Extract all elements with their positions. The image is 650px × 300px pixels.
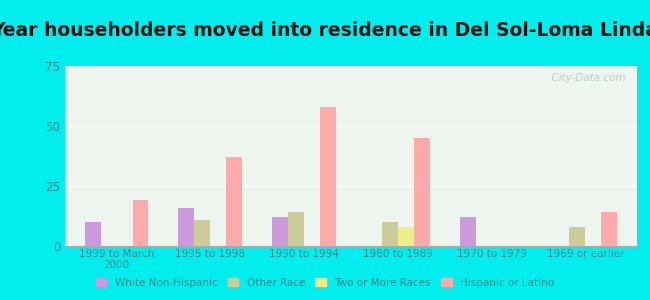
Bar [288,212,304,246]
Bar [569,227,586,246]
Bar [398,227,414,246]
Bar [460,217,476,246]
Bar [84,222,101,246]
Bar [226,157,242,246]
Legend: White Non-Hispanic, Other Race, Two or More Races, Hispanic or Latino: White Non-Hispanic, Other Race, Two or M… [92,274,558,292]
Bar [133,200,148,246]
Bar [194,220,211,246]
Text: City-Data.com: City-Data.com [545,73,625,83]
Text: Year householders moved into residence in Del Sol-Loma Linda: Year householders moved into residence i… [0,21,650,40]
Bar [272,217,288,246]
Bar [382,222,398,246]
Bar [179,208,194,246]
Bar [601,212,618,246]
Bar [414,138,430,246]
Bar [320,107,336,246]
